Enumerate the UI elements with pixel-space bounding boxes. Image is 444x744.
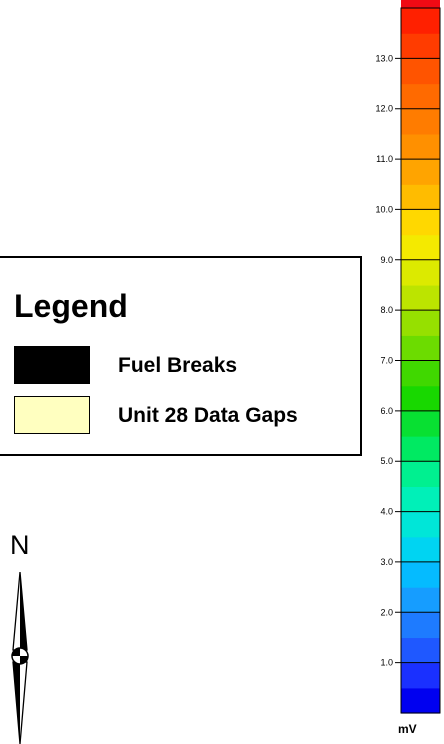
colorbar-band bbox=[401, 637, 440, 664]
legend-item-label: Fuel Breaks bbox=[118, 354, 238, 377]
colorbar-band bbox=[401, 662, 440, 689]
colorbar-band bbox=[401, 8, 440, 34]
colorbar-tick-label: 1.0 bbox=[380, 658, 393, 668]
colorbar-band bbox=[401, 259, 440, 286]
legend-item-data-gaps: Unit 28 Data Gaps bbox=[14, 396, 354, 436]
colorbar-band bbox=[401, 360, 440, 387]
colorbar-band bbox=[401, 209, 440, 236]
colorbar-band bbox=[401, 108, 440, 135]
colorbar-band bbox=[401, 184, 440, 211]
colorbar-unit-label: mV bbox=[398, 722, 417, 736]
colorbar-band bbox=[401, 58, 440, 85]
colorbar-tick-label: 11.0 bbox=[376, 154, 393, 164]
fuel-breaks-swatch bbox=[14, 346, 90, 384]
colorbar-band bbox=[401, 335, 440, 362]
colorbar-band bbox=[401, 612, 440, 639]
colorbar-band bbox=[401, 33, 440, 59]
map-legend: Legend Fuel Breaks Unit 28 Data Gaps bbox=[0, 256, 362, 456]
colorbar-band bbox=[401, 410, 440, 437]
legend-title: Legend bbox=[14, 288, 128, 324]
colorbar-band bbox=[401, 0, 440, 9]
colorbar-band bbox=[401, 284, 440, 311]
colorbar-band bbox=[401, 385, 440, 412]
north-arrow-icon bbox=[11, 572, 29, 744]
legend-item-label: Unit 28 Data Gaps bbox=[118, 404, 298, 427]
colorbar-tick-label: 10.0 bbox=[375, 204, 393, 214]
colorbar-band bbox=[401, 486, 440, 513]
colorbar-tick-label: 12.0 bbox=[375, 104, 393, 114]
colorbar-tick-label: 2.0 bbox=[380, 607, 393, 617]
colorbar-tick-label: 8.0 bbox=[380, 305, 393, 315]
colorbar-tick-label: 3.0 bbox=[380, 557, 393, 567]
colorbar-tick-label: 9.0 bbox=[380, 255, 393, 265]
colorbar-band bbox=[401, 159, 440, 185]
colorbar-band bbox=[401, 536, 440, 563]
colorbar-tick-label: 6.0 bbox=[380, 406, 393, 416]
colorbar-band bbox=[401, 687, 440, 714]
colorbar-band bbox=[401, 511, 440, 538]
colorbar-tick-label: 4.0 bbox=[380, 507, 393, 517]
legend-item-fuel-breaks: Fuel Breaks bbox=[14, 346, 354, 386]
colorbar-band bbox=[401, 561, 440, 588]
colorbar-tick-label: 5.0 bbox=[380, 456, 393, 466]
data-gaps-swatch bbox=[14, 396, 90, 434]
colorbar-band bbox=[401, 133, 440, 160]
colorbar-band bbox=[401, 461, 440, 487]
north-label: N bbox=[10, 530, 30, 560]
colorbar-tick-label: 13.0 bbox=[375, 53, 393, 63]
colorbar-band bbox=[401, 234, 440, 261]
colorbar-band bbox=[401, 310, 440, 336]
colorbar-band bbox=[401, 587, 440, 613]
colorbar-band bbox=[401, 436, 440, 462]
colorbar-tick-label: 7.0 bbox=[380, 356, 393, 366]
colorbar-band bbox=[401, 83, 440, 110]
